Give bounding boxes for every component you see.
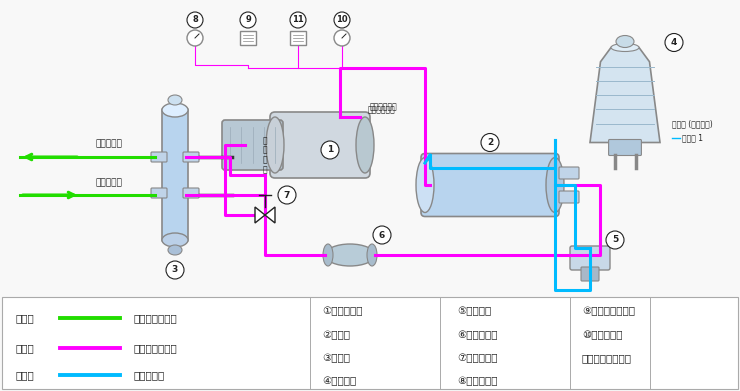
Text: 1: 1 <box>327 145 333 154</box>
Text: 10: 10 <box>336 16 348 25</box>
Circle shape <box>187 12 203 28</box>
FancyBboxPatch shape <box>2 297 738 389</box>
Text: ⑧低压压力表: ⑧低压压力表 <box>457 376 497 386</box>
FancyBboxPatch shape <box>151 152 167 162</box>
Circle shape <box>665 34 683 52</box>
Text: 红色线: 红色线 <box>16 343 34 353</box>
Ellipse shape <box>168 95 182 105</box>
Circle shape <box>334 12 350 28</box>
Text: 低
压
吸
气: 低 压 吸 气 <box>263 136 267 174</box>
FancyBboxPatch shape <box>570 246 610 270</box>
Text: ②冷凝器: ②冷凝器 <box>322 330 350 340</box>
Text: 制冷剂循环回路: 制冷剂循环回路 <box>133 343 177 353</box>
Text: 9: 9 <box>245 16 251 25</box>
Ellipse shape <box>367 244 377 266</box>
Ellipse shape <box>266 117 284 173</box>
FancyBboxPatch shape <box>183 152 199 162</box>
Polygon shape <box>255 207 275 223</box>
FancyBboxPatch shape <box>608 140 642 156</box>
Circle shape <box>481 133 499 151</box>
FancyBboxPatch shape <box>421 154 559 217</box>
FancyBboxPatch shape <box>162 108 188 242</box>
FancyBboxPatch shape <box>151 188 167 198</box>
Circle shape <box>166 261 184 279</box>
FancyBboxPatch shape <box>183 188 199 198</box>
Circle shape <box>290 12 306 28</box>
Ellipse shape <box>162 233 188 247</box>
Circle shape <box>278 186 296 204</box>
Text: 高压排气流向: 高压排气流向 <box>368 106 396 115</box>
Text: ③蒸发器: ③蒸发器 <box>322 353 350 363</box>
Polygon shape <box>590 47 660 142</box>
Text: 蓝色线: 蓝色线 <box>16 370 34 380</box>
FancyBboxPatch shape <box>240 31 256 45</box>
Text: 7: 7 <box>284 190 290 199</box>
Ellipse shape <box>416 158 434 212</box>
Ellipse shape <box>168 245 182 255</box>
Text: 水循环回路: 水循环回路 <box>133 370 164 380</box>
Ellipse shape <box>162 103 188 117</box>
Circle shape <box>240 12 256 28</box>
Circle shape <box>187 30 203 46</box>
Ellipse shape <box>616 36 634 47</box>
Text: 载冷剂出口: 载冷剂出口 <box>95 139 122 148</box>
Text: 2: 2 <box>487 138 493 147</box>
Text: 8: 8 <box>192 16 198 25</box>
Ellipse shape <box>546 158 564 212</box>
Text: 11: 11 <box>292 16 304 25</box>
Ellipse shape <box>356 117 374 173</box>
Text: ⑥干燥过滤器: ⑥干燥过滤器 <box>457 330 497 340</box>
Text: ⑩高压压力表: ⑩高压压力表 <box>582 330 622 340</box>
Ellipse shape <box>325 244 375 266</box>
Ellipse shape <box>611 43 639 52</box>
Text: 补水口 (浮球控制): 补水口 (浮球控制) <box>672 119 713 128</box>
FancyBboxPatch shape <box>290 31 306 45</box>
Text: 绿色线: 绿色线 <box>16 313 34 323</box>
Text: 排污阀 1: 排污阀 1 <box>682 133 703 142</box>
Text: ⑨低压压力控制器: ⑨低压压力控制器 <box>582 306 635 316</box>
Circle shape <box>373 226 391 244</box>
Circle shape <box>321 141 339 159</box>
Text: ④冷却水塔: ④冷却水塔 <box>322 376 356 386</box>
Text: 6: 6 <box>379 231 385 240</box>
FancyBboxPatch shape <box>581 267 599 281</box>
Text: 5: 5 <box>612 235 618 244</box>
Text: 4: 4 <box>671 38 677 47</box>
Circle shape <box>334 30 350 46</box>
Text: 载冷剂流入: 载冷剂流入 <box>95 178 122 187</box>
Circle shape <box>606 231 624 249</box>
Text: 高压排气流向: 高压排气流向 <box>370 102 398 111</box>
Text: 载冷剂循环回路: 载冷剂循环回路 <box>133 313 177 323</box>
Text: ⑪高压压力控制器: ⑪高压压力控制器 <box>582 353 632 363</box>
FancyBboxPatch shape <box>559 191 579 203</box>
FancyBboxPatch shape <box>222 120 283 170</box>
Ellipse shape <box>323 244 333 266</box>
Text: ⑤冷却水泵: ⑤冷却水泵 <box>457 306 491 316</box>
FancyBboxPatch shape <box>270 112 370 178</box>
Text: ①螺杆压缩机: ①螺杆压缩机 <box>322 306 363 316</box>
Text: ⑦供液膨胀阀: ⑦供液膨胀阀 <box>457 353 497 363</box>
Text: 3: 3 <box>172 265 178 274</box>
FancyBboxPatch shape <box>559 167 579 179</box>
